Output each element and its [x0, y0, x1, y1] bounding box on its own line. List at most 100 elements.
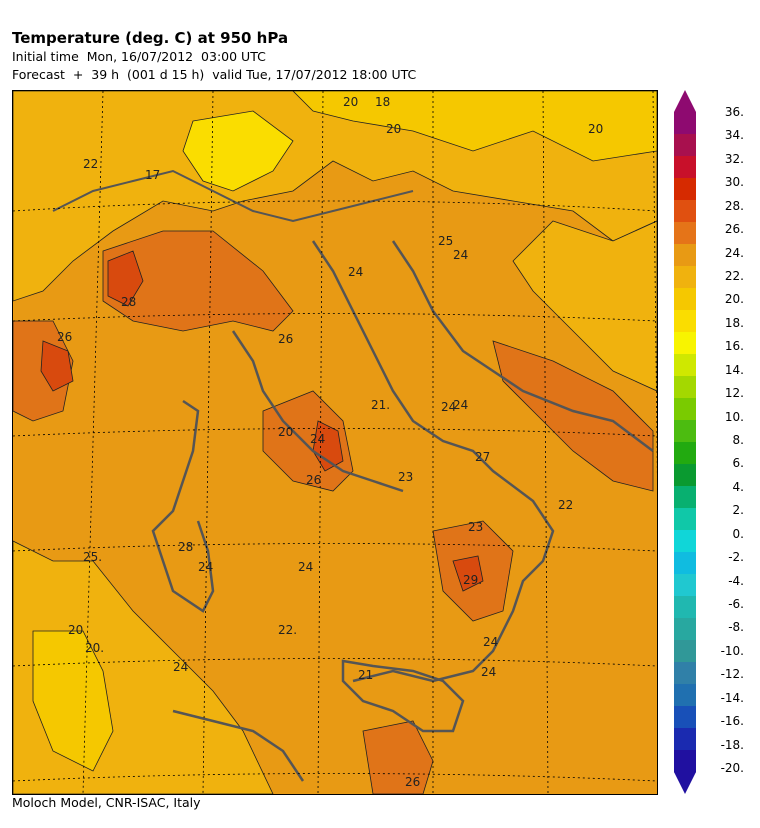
contour-label: 24 [348, 265, 363, 279]
contour-label: 23 [468, 520, 483, 534]
header: Temperature (deg. C) at 950 hPa Initial … [12, 28, 416, 84]
colorbar-cell [674, 486, 696, 509]
colorbar-label: -16. [720, 714, 744, 729]
contour-label: 24 [441, 400, 456, 414]
coastline-sicily [341, 659, 465, 733]
contour-label: 27 [475, 450, 490, 464]
colorbar-cell [674, 332, 696, 355]
contour-label: 21. [371, 398, 390, 412]
colorbar-label: 30. [724, 175, 744, 190]
colorbar-label: 0. [732, 526, 744, 541]
colorbar-label: 16. [724, 339, 744, 354]
colorbar-cell [674, 354, 696, 377]
contour-label: 20. [85, 641, 104, 655]
colorbar-cell [674, 288, 696, 311]
colorbar-label: -10. [720, 643, 744, 658]
colorbar-label: 12. [724, 386, 744, 401]
contour-label: 25 [438, 234, 453, 248]
contour-label: 24 [298, 560, 313, 574]
zone-28-north [107, 250, 144, 307]
colorbar-label: 14. [724, 362, 744, 377]
colorbar-label: -20. [720, 761, 744, 775]
colorbar-labels: 36. 34. 32. 30. 28. 26. 24. 22. 20. 18. 16. 14. 12. 1… [700, 0, 760, 828]
contour-label: 22 [83, 157, 98, 171]
coastline-alps [52, 169, 414, 223]
colorbar-cell [674, 618, 696, 641]
colorbar-label: 10. [724, 409, 744, 424]
colorbar-label: -12. [720, 667, 744, 682]
contour-label: 17 [145, 168, 160, 182]
contour-label: 18 [375, 95, 390, 109]
contour-label: 22. [278, 623, 297, 637]
colorbar-cell [674, 464, 696, 487]
colorbar-cell [674, 552, 696, 575]
colorbar-cell [674, 574, 696, 597]
colorbar-label: 24. [724, 245, 744, 260]
colorbar-cell [674, 684, 696, 707]
forecast-valid-time: Forecast + 39 h (001 d 15 h) valid Tue, … [12, 67, 417, 82]
temperature-map: 20 18 20 20 22 17 25 24 28 26 26 24 24 20 24 21. 24 23 26 2… [12, 90, 658, 795]
colorbar-cell [674, 244, 696, 267]
colorbar-bottom-arrow [674, 772, 696, 794]
contour-label: 20 [278, 425, 293, 439]
colorbar-cell [674, 200, 696, 223]
zone-18-alps [182, 110, 294, 192]
colorbar-cell [674, 530, 696, 553]
colorbar-label: 18. [724, 315, 744, 330]
zone-22-east [512, 220, 657, 392]
contour-label: 29. [463, 573, 482, 587]
colorbar-cell [674, 640, 696, 663]
colorbar-label: -4. [728, 573, 744, 588]
model-credit: Moloch Model, CNR-ISAC, Italy [12, 795, 201, 810]
initial-time: Initial time Mon, 16/07/2012 03:00 UTC [12, 49, 266, 64]
colorbar-label: 36. [724, 105, 744, 119]
contour-label: 24 [453, 248, 468, 262]
zone-26-north [102, 230, 294, 332]
contour-label: 21 [358, 668, 373, 682]
colorbar-cell [674, 508, 696, 531]
contour-label: 24 [483, 635, 498, 649]
graticule [13, 91, 657, 794]
colorbar-cell [674, 728, 696, 751]
contour-label: 24 [481, 665, 496, 679]
colorbar-label: 8. [732, 433, 744, 447]
contour-label: 28 [121, 295, 136, 309]
colorbar-cell [674, 266, 696, 289]
colorbar-cell [674, 596, 696, 619]
zone-28-west [40, 340, 74, 392]
contour-label: 26 [405, 775, 420, 789]
colorbar-cell [674, 134, 696, 157]
coastline-italy [311, 240, 555, 683]
contour-label: 24 [173, 660, 188, 674]
zone-26-bottom [362, 720, 434, 794]
contour-label: 20 [588, 122, 603, 136]
coastline-africa [172, 709, 305, 782]
contour-label: 24 [453, 398, 468, 412]
zone-28-south [452, 555, 484, 592]
colorbar-label: -8. [728, 620, 744, 635]
colorbar-cell [674, 178, 696, 201]
chart-title: Temperature (deg. C) at 950 hPa [12, 29, 289, 47]
colorbar-label: 34. [724, 128, 744, 143]
contour-label: 24 [198, 560, 213, 574]
colorbar-cell [674, 310, 696, 333]
colorbar-cell [674, 420, 696, 443]
coastline-adriatic [391, 240, 654, 452]
colorbar-label: -2. [728, 550, 744, 565]
contour-label: 26 [306, 473, 321, 487]
colorbar-label: 22. [724, 269, 744, 283]
contour-label: 20 [68, 623, 83, 637]
colorbar-cell [674, 376, 696, 399]
contour-label: 22 [558, 498, 573, 512]
colorbar-label: -18. [720, 737, 744, 752]
contour-label: 20 [386, 122, 401, 136]
colorbar-cell [674, 662, 696, 685]
colorbar-label: 28. [724, 198, 744, 213]
contour-label: 26 [278, 332, 293, 346]
zone-20-southwest [32, 630, 114, 772]
colorbar-cell [674, 442, 696, 465]
contour-label: 26 [57, 330, 72, 344]
colorbar-cell [674, 750, 696, 773]
